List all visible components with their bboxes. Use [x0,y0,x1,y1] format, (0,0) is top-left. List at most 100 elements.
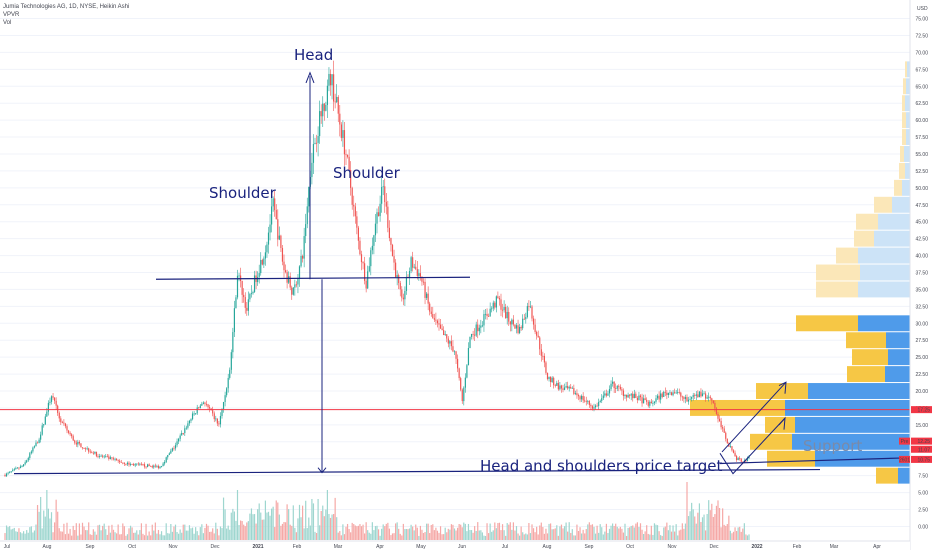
volume-bar [470,530,473,540]
price-tick-label: 5.00 [918,491,928,497]
volume-bar [660,535,662,540]
volume-bar [675,524,677,540]
candle-body [167,454,169,458]
volume-bar [61,531,63,540]
candle-body [698,391,700,398]
candle-body [568,386,570,389]
volume-bar [272,506,274,540]
candle-body [314,142,316,145]
volume-bar [236,490,239,540]
volume-bar [573,535,575,540]
volume-bar [687,516,690,540]
volume-bar [198,535,200,540]
profile-down-bar [902,112,906,129]
time-tick-label: Oct [128,544,136,550]
volume-bar [491,531,493,540]
volume-bar [427,523,429,540]
volume-bar [280,525,282,540]
profile-up-bar [906,129,910,146]
candle-body [729,446,731,448]
volume-bar [221,528,223,540]
candle-body [625,394,628,398]
candle-body [672,392,674,396]
candle-body [102,455,104,457]
arrow-down-icon [317,467,327,474]
candle-body [577,395,580,397]
candle-body [44,416,46,425]
volume-bar [125,535,127,540]
candle-body [119,460,121,463]
candle-body [55,400,57,406]
indicator-vpvr[interactable]: VPVR [3,12,20,18]
volume-bar [153,530,155,540]
volume-bar [481,532,483,540]
candle-body [298,266,301,279]
candle-body [718,418,721,421]
volume-bar [277,502,279,540]
time-axis: Jul Aug Sep Oct Nov Dec 2021 Feb Mar Apr May Jun Jul… [0,540,910,550]
candle-body [213,413,215,420]
candle-body [540,349,542,356]
candle-body [441,328,443,331]
candle-body [643,398,645,404]
candle-body [38,439,40,443]
volume-bar [303,528,305,540]
volume-bar [700,521,702,540]
volume-bar [621,528,623,540]
candle-body [674,392,676,394]
candle-body [117,460,119,461]
candle-body [475,324,477,336]
volume-bar [656,525,659,540]
volume-bar [542,527,544,540]
candle-body [706,397,708,399]
candle-body [599,400,601,402]
volume-bar [218,535,220,540]
candle-body [554,385,556,386]
candle-body [7,472,9,474]
time-tick-label: Feb [793,544,802,550]
candle-body [497,296,499,299]
candle-body [199,405,201,409]
candle-body [613,381,615,389]
candle-body [188,420,191,424]
candle-body [565,386,567,388]
volume-bar [317,499,319,540]
candle-body [591,406,594,409]
volume-bar [47,508,49,540]
candle-body [545,362,547,373]
candle-body [165,457,167,463]
candle-body [77,441,79,445]
candle-body [379,203,381,217]
volume-bar [384,526,386,540]
volume-bar [18,528,20,540]
candle-body [550,377,552,383]
volume-bar [455,530,457,540]
candle-body [19,466,22,469]
candle-body [72,436,74,441]
candle-body [4,474,6,477]
indicator-vol[interactable]: Vol [3,20,12,26]
volume-bar [588,522,590,540]
volume-bar [100,530,102,540]
volume-bar [674,531,676,540]
volume-bar [278,514,280,540]
price-tag [911,455,932,463]
candle-body [353,204,355,207]
volume-bar [71,535,73,540]
volume-bar [193,533,195,540]
volume-bar [309,525,311,540]
candle-body [196,407,198,414]
volume-bar [281,523,284,540]
candle-body [402,297,404,300]
candle-body [596,405,598,407]
volume-bar [681,523,683,540]
volume-bar [131,527,133,540]
candle-body [261,259,263,265]
candle-body [491,308,493,310]
volume-bar [89,534,91,540]
volume-bar [560,524,563,540]
candle-body [368,266,370,272]
volume-bar [396,522,398,540]
profile-up-bar [858,281,910,298]
